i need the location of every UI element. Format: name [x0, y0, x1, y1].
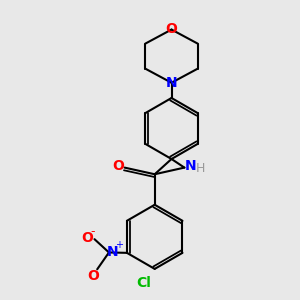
- Text: O: O: [166, 22, 177, 36]
- Text: O: O: [112, 159, 124, 172]
- Text: N: N: [166, 76, 177, 90]
- Text: Cl: Cl: [137, 276, 152, 290]
- Text: O: O: [87, 268, 99, 283]
- Text: +: +: [116, 240, 124, 250]
- Text: H: H: [196, 162, 206, 175]
- Text: N: N: [106, 245, 118, 259]
- Text: -: -: [90, 225, 95, 238]
- Text: N: N: [184, 159, 196, 173]
- Text: O: O: [82, 231, 93, 245]
